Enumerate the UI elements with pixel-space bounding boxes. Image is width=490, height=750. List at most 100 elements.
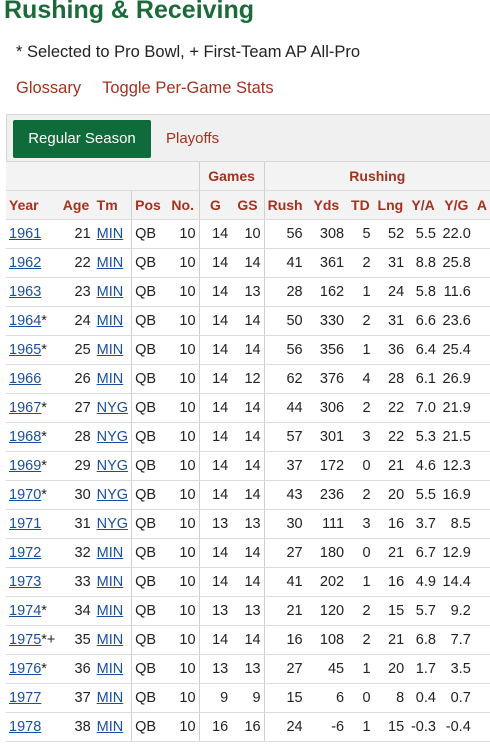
team-link[interactable]: MIN bbox=[96, 603, 124, 619]
team-link[interactable]: MIN bbox=[96, 284, 124, 300]
team-link[interactable]: MIN bbox=[96, 545, 124, 561]
cell-team: MIN bbox=[93, 538, 133, 568]
team-link[interactable]: MIN bbox=[96, 574, 124, 590]
team-link[interactable]: NYG bbox=[96, 429, 129, 445]
cell-number: 10 bbox=[166, 567, 200, 597]
team-link[interactable]: MIN bbox=[96, 226, 124, 242]
cell-age: 38 bbox=[58, 712, 94, 742]
cell-lng: 22 bbox=[373, 422, 408, 452]
cell-pos: QB bbox=[131, 393, 167, 423]
cell-yds: 45 bbox=[305, 654, 348, 684]
cell-games: 14 bbox=[199, 625, 232, 655]
team-link[interactable]: MIN bbox=[96, 690, 124, 706]
year-link[interactable]: 1968 bbox=[9, 429, 42, 445]
year-link[interactable]: 1969 bbox=[9, 458, 42, 474]
year-link[interactable]: 1970 bbox=[9, 487, 42, 503]
cell-rush: 41 bbox=[264, 567, 306, 597]
table-row: 1964* 24 MIN QB 10 14 14 50 330 2 31 6.6 23.6 bbox=[6, 306, 490, 336]
cell-yds: 236 bbox=[305, 480, 348, 510]
col-header-a-truncated[interactable]: A bbox=[473, 190, 490, 220]
year-link[interactable]: 1965 bbox=[9, 342, 42, 358]
cell-games-started: 14 bbox=[231, 393, 265, 423]
team-link[interactable]: MIN bbox=[96, 719, 124, 735]
cell-games-started: 14 bbox=[231, 625, 265, 655]
toggle-per-game-link[interactable]: Toggle Per-Game Stats bbox=[102, 79, 274, 97]
glossary-link[interactable]: Glossary bbox=[16, 79, 82, 97]
team-link[interactable]: MIN bbox=[96, 255, 124, 271]
cell-games-started: 14 bbox=[231, 451, 265, 481]
year-link[interactable]: 1977 bbox=[9, 690, 42, 706]
team-link[interactable]: NYG bbox=[96, 487, 129, 503]
col-header-lng[interactable]: Lng bbox=[373, 190, 408, 220]
year-link[interactable]: 1974 bbox=[9, 603, 42, 619]
col-header-yg[interactable]: Y/G bbox=[438, 190, 474, 220]
cell-pos: QB bbox=[131, 509, 167, 539]
team-link[interactable]: MIN bbox=[96, 342, 124, 358]
cell-year: 1965* bbox=[6, 335, 59, 365]
col-header-year[interactable]: Year bbox=[6, 190, 59, 220]
year-link[interactable]: 1976 bbox=[9, 661, 42, 677]
col-header-pos[interactable]: Pos bbox=[131, 190, 167, 220]
col-header-no[interactable]: No. bbox=[166, 190, 200, 220]
cell-number: 10 bbox=[166, 596, 200, 626]
honor-note: * bbox=[41, 313, 47, 329]
cell-yds: 202 bbox=[305, 567, 348, 597]
cell-truncated bbox=[473, 277, 490, 307]
cell-team: NYG bbox=[93, 480, 133, 510]
year-link[interactable]: 1973 bbox=[9, 574, 42, 590]
cell-truncated bbox=[473, 625, 490, 655]
year-link[interactable]: 1978 bbox=[9, 719, 42, 735]
col-header-gs[interactable]: GS bbox=[231, 190, 265, 220]
col-header-tm[interactable]: Tm bbox=[93, 190, 133, 220]
col-header-ya[interactable]: Y/A bbox=[407, 190, 439, 220]
team-link[interactable]: MIN bbox=[96, 371, 124, 387]
col-header-td[interactable]: TD bbox=[347, 190, 374, 220]
year-link[interactable]: 1975 bbox=[9, 632, 42, 648]
cell-games-started: 14 bbox=[231, 480, 265, 510]
team-link[interactable]: MIN bbox=[96, 661, 124, 677]
cell-ya: 5.8 bbox=[407, 277, 439, 307]
year-link[interactable]: 1967 bbox=[9, 400, 42, 416]
team-link[interactable]: NYG bbox=[96, 400, 129, 416]
col-header-age[interactable]: Age bbox=[58, 190, 94, 220]
tab-regular-season[interactable]: Regular Season bbox=[13, 120, 151, 158]
table-row: 1973 33 MIN QB 10 14 14 41 202 1 16 4.9 14.4 bbox=[6, 567, 490, 597]
cell-number: 10 bbox=[166, 712, 200, 742]
table-row: 1978 38 MIN QB 10 16 16 24 -6 1 15 -0.3 -0.4 bbox=[6, 712, 490, 742]
year-link[interactable]: 1964 bbox=[9, 313, 42, 329]
year-link[interactable]: 1961 bbox=[9, 226, 42, 242]
cell-team: NYG bbox=[93, 422, 133, 452]
cell-games-started: 13 bbox=[231, 654, 265, 684]
cell-team: MIN bbox=[93, 683, 133, 713]
team-link[interactable]: NYG bbox=[96, 516, 129, 532]
col-header-g[interactable]: G bbox=[199, 190, 232, 220]
cell-yg: 7.7 bbox=[438, 625, 474, 655]
cell-age: 27 bbox=[58, 393, 94, 423]
col-header-rush[interactable]: Rush bbox=[264, 190, 306, 220]
cell-year: 1978 bbox=[6, 712, 59, 742]
team-link[interactable]: MIN bbox=[96, 632, 124, 648]
team-link[interactable]: MIN bbox=[96, 313, 124, 329]
year-link[interactable]: 1962 bbox=[9, 255, 42, 271]
col-header-yds[interactable]: Yds bbox=[305, 190, 348, 220]
cell-truncated bbox=[473, 538, 490, 568]
cell-games: 14 bbox=[199, 306, 232, 336]
cell-number: 10 bbox=[166, 480, 200, 510]
cell-lng: 36 bbox=[373, 335, 408, 365]
tab-playoffs[interactable]: Playoffs bbox=[166, 130, 220, 147]
cell-td: 2 bbox=[347, 625, 374, 655]
cell-number: 10 bbox=[166, 306, 200, 336]
cell-pos: QB bbox=[131, 683, 167, 713]
cell-td: 1 bbox=[347, 567, 374, 597]
year-link[interactable]: 1966 bbox=[9, 371, 42, 387]
column-header-row: Year Age Tm Pos No. G GS Rush Yds TD Lng… bbox=[6, 190, 490, 220]
year-link[interactable]: 1972 bbox=[9, 545, 42, 561]
group-header-games: Games bbox=[198, 162, 265, 191]
cell-rush: 50 bbox=[264, 306, 306, 336]
team-link[interactable]: NYG bbox=[96, 458, 129, 474]
cell-number: 10 bbox=[166, 654, 200, 684]
cell-rush: 57 bbox=[264, 422, 306, 452]
cell-year: 1962 bbox=[6, 248, 59, 278]
year-link[interactable]: 1971 bbox=[9, 516, 42, 532]
year-link[interactable]: 1963 bbox=[9, 284, 42, 300]
